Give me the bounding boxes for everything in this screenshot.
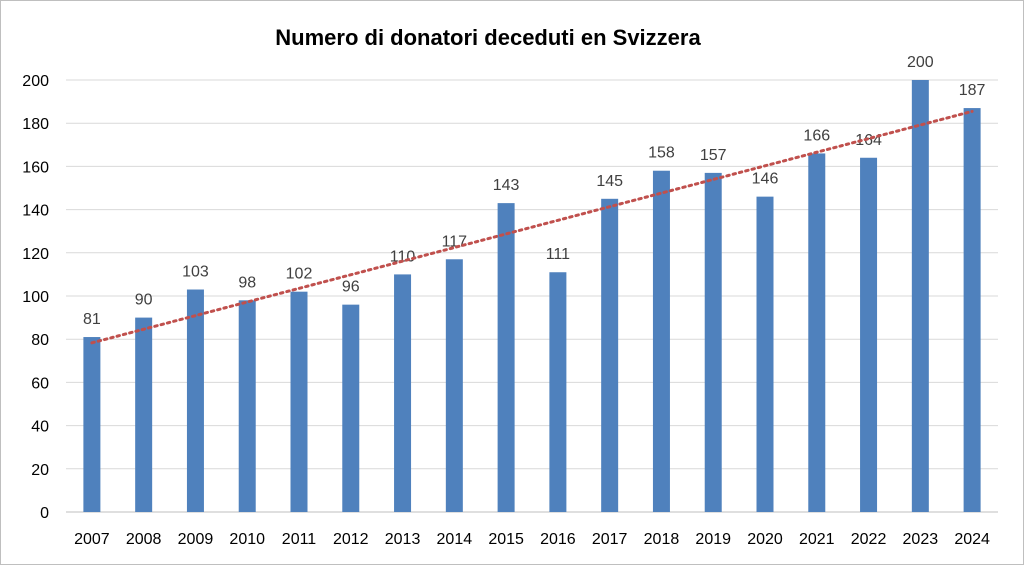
x-tick-label-2024: 2024 bbox=[954, 531, 990, 548]
data-label-2021: 166 bbox=[803, 127, 830, 144]
bar-2019 bbox=[704, 172, 722, 512]
x-tick-label-2013: 2013 bbox=[385, 531, 421, 548]
x-tick-label-2015: 2015 bbox=[488, 531, 524, 548]
x-tick-label-2007: 2007 bbox=[74, 531, 110, 548]
data-label-2009: 103 bbox=[182, 264, 209, 281]
bars bbox=[83, 80, 981, 513]
x-tick-label-2009: 2009 bbox=[178, 531, 214, 548]
x-tick-label-2023: 2023 bbox=[903, 531, 939, 548]
bar-2016 bbox=[549, 272, 567, 512]
data-label-2016: 111 bbox=[546, 246, 570, 263]
x-tick-label-2012: 2012 bbox=[333, 531, 369, 548]
data-label-2013: 110 bbox=[390, 248, 416, 265]
x-tick-label-2010: 2010 bbox=[229, 531, 265, 548]
x-tick-label-2017: 2017 bbox=[592, 531, 628, 548]
data-label-2010: 98 bbox=[238, 274, 256, 291]
y-tick-label: 160 bbox=[22, 159, 49, 176]
data-label-2015: 143 bbox=[493, 177, 520, 194]
data-label-2024: 187 bbox=[959, 82, 986, 99]
x-tick-label-2011: 2011 bbox=[282, 531, 317, 548]
data-labels: 81 90 103 98 102 96 110 117 143 111 145 158 157 146 16… bbox=[83, 54, 986, 328]
y-tick-label: 140 bbox=[22, 203, 49, 220]
bar-2009 bbox=[186, 289, 204, 512]
y-tick-label: 120 bbox=[22, 246, 49, 263]
bar-2024 bbox=[963, 108, 981, 512]
x-tick-label-2021: 2021 bbox=[799, 531, 835, 548]
bar-2017 bbox=[601, 198, 619, 513]
bar-2015 bbox=[497, 203, 515, 512]
data-label-2023: 200 bbox=[907, 54, 934, 71]
data-label-2008: 90 bbox=[135, 292, 153, 309]
x-tick-label-2022: 2022 bbox=[851, 531, 887, 548]
data-label-2012: 96 bbox=[342, 279, 360, 296]
x-tick-label-2008: 2008 bbox=[126, 531, 162, 548]
bar-2020 bbox=[756, 196, 774, 512]
bar-2011 bbox=[290, 291, 308, 512]
data-label-2019: 157 bbox=[700, 147, 727, 164]
x-tick-label-2014: 2014 bbox=[437, 531, 473, 548]
trendline bbox=[90, 109, 974, 345]
data-label-2018: 158 bbox=[648, 145, 675, 162]
x-tick-label-2019: 2019 bbox=[695, 531, 731, 548]
data-label-2017: 145 bbox=[596, 173, 623, 190]
y-tick-label: 100 bbox=[22, 289, 49, 306]
y-tick-label: 80 bbox=[31, 332, 49, 349]
bar-2023 bbox=[911, 80, 929, 512]
y-tick-label: 180 bbox=[22, 116, 49, 133]
bar-2012 bbox=[342, 304, 360, 512]
x-tick-label-2020: 2020 bbox=[747, 531, 783, 548]
bar-2008 bbox=[135, 317, 153, 512]
y-tick-label: 20 bbox=[31, 462, 49, 479]
y-tick-label: 40 bbox=[31, 419, 49, 436]
y-tick-label: 200 bbox=[22, 73, 49, 90]
bar-2010 bbox=[238, 300, 256, 512]
x-tick-label-2018: 2018 bbox=[644, 531, 680, 548]
data-label-2022: 164 bbox=[855, 132, 882, 149]
bar-2007 bbox=[83, 337, 101, 512]
bar-2022 bbox=[860, 157, 878, 512]
x-axis-ticks: 2007 2008 2009 2010 2011 2012 2013 2014 2015 2016… bbox=[74, 531, 990, 548]
bar-2018 bbox=[652, 170, 670, 512]
bar-2014 bbox=[445, 259, 463, 512]
y-tick-label: 0 bbox=[40, 505, 49, 522]
y-axis-ticks: 0 20 40 60 80 100 120 140 160 180 200 bbox=[22, 73, 49, 522]
data-label-2007: 81 bbox=[83, 311, 101, 328]
trendline-linear bbox=[90, 109, 974, 345]
y-tick-label: 60 bbox=[31, 375, 49, 392]
bar-2021 bbox=[808, 153, 826, 512]
bar-2013 bbox=[394, 274, 412, 512]
chart-title: Numero di donatori deceduti en Svizzera bbox=[275, 25, 701, 50]
x-tick-label-2016: 2016 bbox=[540, 531, 576, 548]
data-label-2014: 117 bbox=[442, 233, 468, 250]
data-label-2020: 146 bbox=[752, 171, 779, 188]
gridlines bbox=[66, 79, 998, 513]
data-label-2011: 102 bbox=[286, 266, 313, 283]
